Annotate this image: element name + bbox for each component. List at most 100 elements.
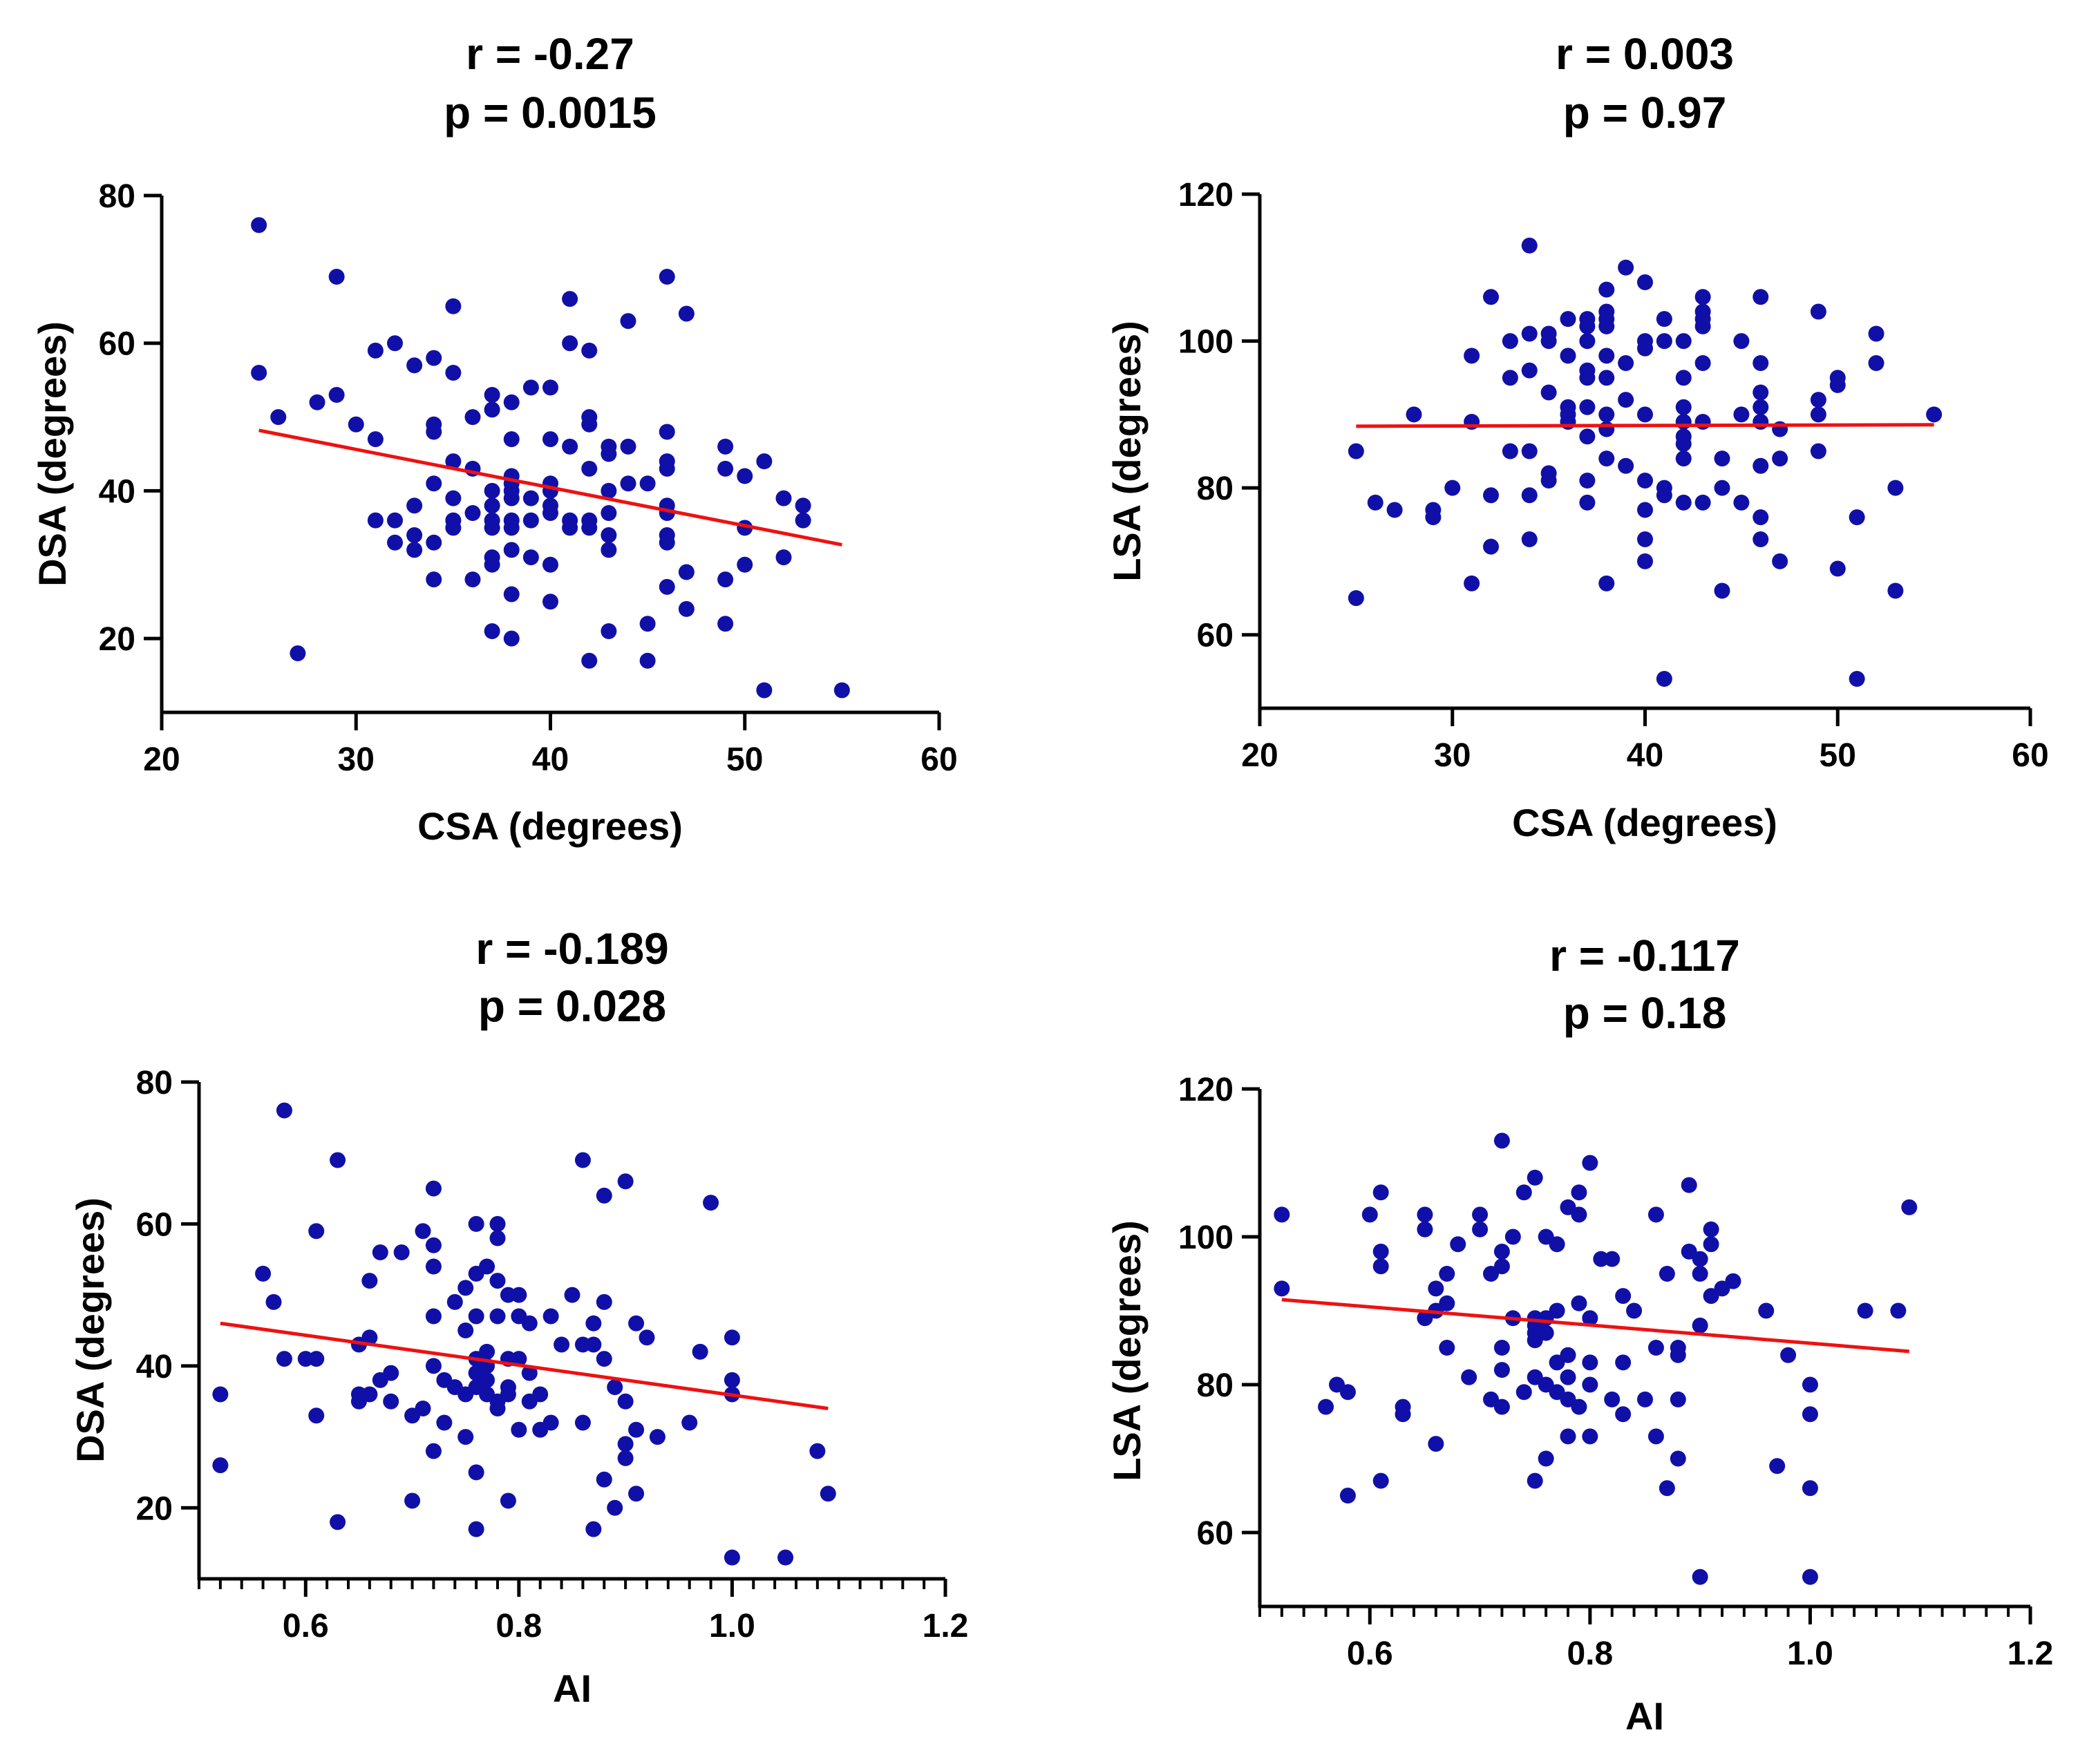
scatter-point <box>1502 370 1518 386</box>
scatter-point <box>406 527 423 544</box>
scatter-point <box>265 1293 282 1310</box>
scatter-point <box>1582 1376 1598 1393</box>
scatter-point <box>1598 318 1615 334</box>
scatter-point <box>1538 1325 1554 1341</box>
scatter-point <box>617 1393 634 1410</box>
scatter-point <box>724 1549 740 1566</box>
scatter-point <box>581 416 598 433</box>
scatter-point <box>1361 1206 1378 1223</box>
scatter-point <box>574 1414 591 1431</box>
scatter-point <box>393 1244 410 1261</box>
scatter-point <box>1579 473 1596 489</box>
scatter-point <box>1670 1347 1686 1363</box>
scatter-point <box>596 1351 612 1367</box>
scatter-point <box>1670 1450 1686 1467</box>
scatter-point <box>251 364 267 381</box>
scatter-point <box>464 409 481 426</box>
scatter-point <box>1582 1354 1598 1371</box>
x-axis-label: AI <box>553 1667 592 1710</box>
x-tick-label: 30 <box>338 741 375 778</box>
scatter-point <box>1675 413 1692 430</box>
scatter-point <box>601 623 617 639</box>
scatter-point <box>406 357 423 374</box>
scatter-point <box>596 1187 612 1204</box>
scatter-point <box>1604 1251 1621 1267</box>
scatter-point <box>468 1308 484 1325</box>
scatter-point <box>521 1365 538 1381</box>
panel-lsa-vs-csa: r = 0.003 p = 0.97 CSA (degrees) LSA (de… <box>1105 29 2049 844</box>
scatter-point <box>1769 1458 1786 1474</box>
scatter-point <box>521 1315 538 1331</box>
scatter-point <box>1593 1251 1609 1267</box>
scatter-point <box>1753 413 1769 430</box>
scatter-point <box>1502 333 1518 350</box>
scatter-point <box>1868 354 1885 371</box>
scatter-point <box>1656 311 1672 328</box>
scatter-point <box>1439 1266 1455 1282</box>
scatter-point <box>1521 237 1538 254</box>
scatter-point <box>1887 480 1904 496</box>
x-tick-label: 0.6 <box>283 1608 329 1644</box>
scatter-point <box>1428 1436 1444 1452</box>
scatter-point <box>489 1215 506 1232</box>
scatter-point <box>1372 1258 1389 1275</box>
x-tick-label: 0.8 <box>495 1608 542 1644</box>
scatter-point <box>1582 1310 1598 1327</box>
scatter-point <box>1802 1406 1818 1423</box>
scatter-point <box>659 578 675 595</box>
scatter-point <box>445 364 462 381</box>
scatter-point <box>1598 348 1615 364</box>
scatter-point <box>1540 473 1557 489</box>
scatter-point <box>639 475 656 492</box>
x-tick-label: 1.2 <box>2008 1635 2054 1672</box>
scatter-point <box>628 1315 645 1331</box>
scatter-point <box>562 520 578 536</box>
x-tick-label: 20 <box>1241 737 1278 774</box>
scatter-point <box>387 512 403 529</box>
scatter-point <box>775 549 792 566</box>
scatter-point <box>1579 494 1596 511</box>
scatter-point <box>607 1499 623 1516</box>
scatter-point <box>1810 392 1826 408</box>
scatter-point <box>1692 1317 1708 1334</box>
scatter-point <box>1598 575 1615 591</box>
scatter-point <box>1348 443 1364 459</box>
scatter-point <box>1579 333 1596 350</box>
scatter-point <box>1540 333 1557 350</box>
scatter-point <box>1618 354 1634 371</box>
scatter-point <box>1483 289 1499 305</box>
scatter-point <box>1598 406 1615 423</box>
scatter-point <box>425 1358 442 1374</box>
scatter-point <box>1647 1340 1664 1356</box>
scatter-point <box>1758 1302 1775 1319</box>
scatter-point <box>659 424 675 440</box>
y-tick-label: 100 <box>1178 1220 1234 1256</box>
scatter-point <box>562 438 578 455</box>
scatter-point <box>425 1258 442 1275</box>
scatter-point <box>542 1414 559 1431</box>
scatter-point <box>724 1329 740 1346</box>
scatter-point <box>367 342 384 359</box>
scatter-point <box>484 401 500 418</box>
scatter-point <box>1493 1398 1510 1415</box>
scatter-point <box>511 1287 527 1303</box>
panel-title-r: r = -0.27 <box>466 29 634 79</box>
scatter-point <box>1675 399 1692 415</box>
scatter-point <box>1502 443 1518 459</box>
scatter-point <box>1694 494 1711 511</box>
panel-title-p: p = 0.18 <box>1563 988 1727 1038</box>
x-tick-label: 40 <box>1627 737 1663 774</box>
y-tick-label: 60 <box>1197 618 1234 654</box>
scatter-point <box>574 1152 591 1168</box>
y-tick-label: 20 <box>136 1490 173 1527</box>
scatter-point <box>1703 1221 1719 1237</box>
scatter-point <box>795 497 811 514</box>
scatter-point <box>1571 1184 1587 1201</box>
scatter-point <box>1692 1251 1708 1267</box>
scatter-point <box>1395 1406 1411 1423</box>
scatter-point <box>479 1372 495 1388</box>
scatter-point <box>367 512 384 529</box>
scatter-point <box>1887 582 1904 599</box>
scatter-point <box>1656 670 1672 687</box>
scatter-point <box>562 335 578 352</box>
